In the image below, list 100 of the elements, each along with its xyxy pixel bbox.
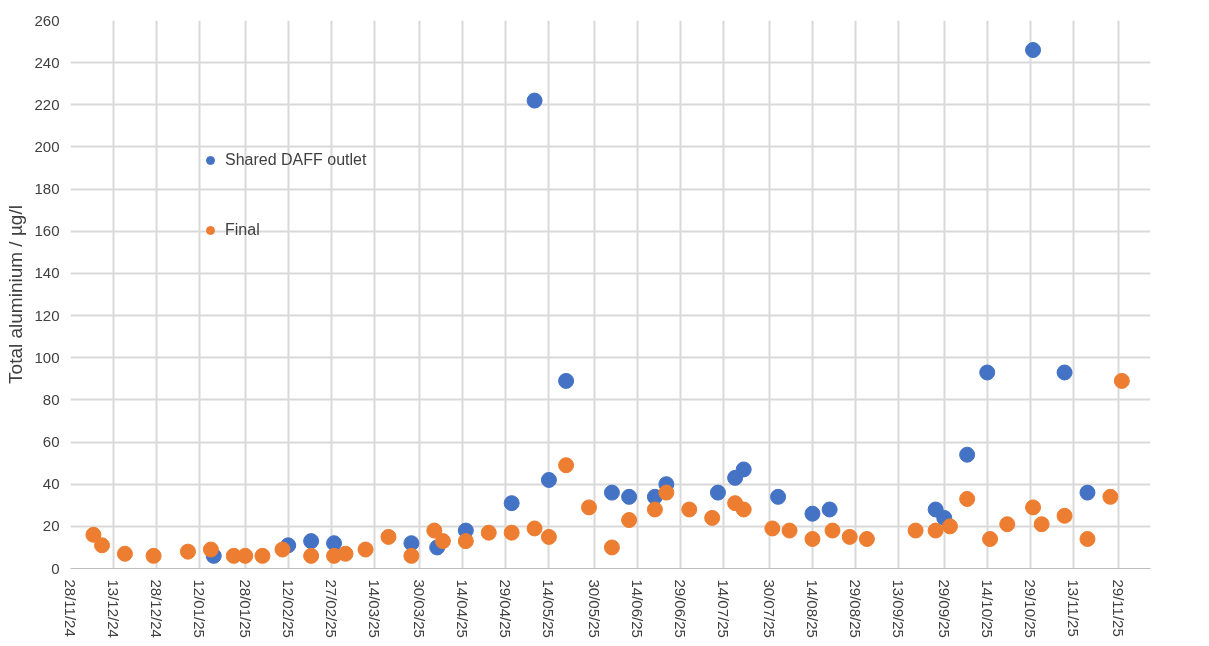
point — [202, 541, 219, 558]
point — [1033, 516, 1050, 533]
y-tick-label: 80 — [42, 390, 60, 408]
point — [1056, 364, 1073, 381]
point — [558, 457, 575, 474]
point — [770, 488, 787, 505]
y-tick-label: 140 — [34, 264, 60, 282]
point — [999, 516, 1016, 533]
point — [1025, 499, 1042, 516]
point — [254, 547, 271, 564]
x-tick-label: 12/01/25 — [190, 579, 208, 638]
point — [907, 522, 924, 539]
point — [764, 520, 781, 537]
x-tick-label: 13/12/24 — [104, 579, 122, 638]
point — [237, 547, 254, 564]
x-tick-label: 14/05/25 — [540, 579, 558, 638]
y-tick-label: 60 — [42, 433, 60, 451]
point — [526, 520, 543, 537]
point — [303, 533, 320, 550]
x-tick-label: 14/07/25 — [715, 579, 733, 638]
point — [1079, 484, 1096, 501]
point — [303, 547, 320, 564]
point — [804, 505, 821, 522]
x-tick-label: 13/09/25 — [889, 579, 907, 638]
x-tick-label: 12/02/25 — [279, 579, 297, 638]
point — [558, 372, 575, 389]
x-tick-label: 14/10/25 — [978, 579, 996, 638]
point — [1025, 42, 1042, 58]
point — [380, 528, 397, 545]
y-tick-label: 240 — [34, 53, 60, 71]
point — [603, 484, 620, 501]
point — [480, 524, 497, 541]
y-tick-label: 200 — [34, 137, 60, 155]
point — [681, 501, 698, 518]
y-tick-label: 180 — [34, 180, 60, 198]
point — [841, 528, 858, 545]
point — [274, 541, 291, 558]
point — [1056, 507, 1073, 524]
point — [941, 518, 958, 535]
point — [403, 547, 420, 564]
point — [646, 501, 663, 518]
point — [540, 528, 557, 545]
x-tick-label: 28/12/24 — [147, 579, 165, 638]
y-tick-label: 120 — [34, 306, 60, 324]
point — [982, 531, 999, 547]
point — [1102, 488, 1119, 505]
point — [94, 537, 111, 554]
x-tick-label: 14/08/25 — [803, 579, 821, 638]
x-tick-label: 29/04/25 — [497, 579, 515, 638]
point — [735, 461, 752, 478]
x-tick-label: 29/11/25 — [1110, 579, 1128, 637]
x-tick-label: 30/03/25 — [411, 579, 429, 638]
point — [781, 522, 798, 539]
y-tick-label: 20 — [42, 517, 60, 535]
x-tick-label: 13/11/25 — [1064, 579, 1082, 637]
y-tick-label: 160 — [34, 222, 60, 240]
x-tick-label: 29/09/25 — [935, 579, 953, 638]
x-tick-label: 29/08/25 — [846, 579, 864, 638]
point — [824, 522, 841, 539]
point — [581, 499, 598, 516]
point — [621, 512, 638, 529]
x-tick-label: 30/07/25 — [760, 579, 778, 638]
x-tick-label: 28/11/24 — [62, 579, 79, 637]
x-tick-label: 29/10/25 — [1021, 579, 1039, 638]
point — [959, 446, 976, 463]
point — [434, 533, 451, 550]
point — [858, 531, 875, 547]
point — [603, 539, 620, 556]
x-tick-label: 14/06/25 — [629, 579, 647, 638]
y-tick-label: 220 — [34, 95, 60, 113]
point — [979, 364, 996, 381]
x-tick-label: 27/02/25 — [322, 579, 340, 638]
y-tick-label: 260 — [34, 11, 60, 29]
point — [704, 509, 721, 526]
x-tick-label: 28/01/25 — [236, 579, 254, 638]
x-tick-label: 14/04/25 — [454, 579, 472, 638]
y-axis-title: Total aluminium / µg/l — [5, 205, 27, 384]
point — [1113, 372, 1130, 389]
point — [735, 501, 752, 518]
point — [526, 92, 543, 109]
point — [540, 471, 557, 488]
point — [959, 490, 976, 507]
x-tick-label: 30/05/25 — [586, 579, 604, 638]
legend-label: Final — [225, 221, 260, 239]
point — [658, 484, 675, 501]
point — [116, 545, 133, 562]
point — [357, 541, 374, 558]
point — [503, 524, 520, 541]
point — [503, 495, 520, 512]
y-tick-label: 0 — [51, 559, 60, 577]
point — [804, 531, 821, 547]
point — [821, 501, 838, 518]
point — [426, 522, 443, 539]
legend-label: Shared DAFF outlet — [225, 151, 367, 169]
point — [457, 533, 474, 550]
x-tick-label: 29/06/25 — [672, 579, 690, 638]
y-tick-label: 40 — [42, 475, 60, 493]
point — [145, 547, 162, 564]
point — [179, 543, 196, 560]
point — [1079, 531, 1096, 547]
